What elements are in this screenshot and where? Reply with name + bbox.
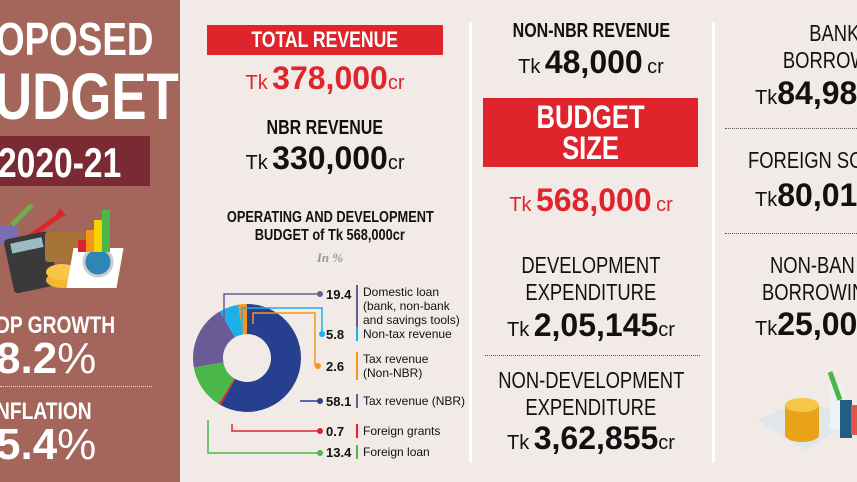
divider (485, 355, 700, 356)
coins-chart-illustration-icon (757, 371, 857, 450)
donut-chart (193, 291, 325, 456)
donut-slice-foreign-loan (193, 362, 235, 404)
bank-borrowing-label: BANKBORROWIN (782, 20, 857, 73)
chart-unit: In % (316, 250, 344, 265)
gdp-growth-label: DP GROWTH (0, 312, 116, 339)
title-line1: OPOSED (0, 13, 154, 65)
donut-slice-tax-revenue-nbr (220, 304, 301, 412)
foreign-source-label: FOREIGN SOU (748, 147, 857, 173)
non-bank-borrowing-value: Tk25,00 (755, 306, 857, 342)
chart-title: OPERATING AND DEVELOPMENT BUDGET of Tk 5… (226, 209, 434, 244)
development-expenditure-value: Tk 2,05,145cr (507, 307, 675, 343)
finance-illustration-icon (0, 203, 124, 294)
development-expenditure-label: DEVELOPMENT EXPENDITURE (521, 252, 661, 305)
inflation-value: 5.4% (0, 420, 97, 469)
leader-dot (317, 450, 323, 456)
title-line2: UDGET (0, 59, 179, 133)
leader-dot (317, 291, 323, 297)
foreign-source-value: Tk80,01 (755, 177, 857, 213)
divider (725, 233, 857, 234)
leader-dot (315, 363, 321, 369)
leader-dot (319, 331, 325, 337)
non-bank-borrowing-label: NON-BAN BORROWIN (762, 252, 857, 305)
column-divider (712, 22, 715, 462)
donut-slice-non-tax-revenue (219, 304, 244, 338)
non-nbr-revenue-label: NON-NBR REVENUE (512, 20, 670, 42)
nbr-revenue-value: Tk 330,000cr (245, 140, 405, 176)
total-revenue-value: Tk 378,000cr (245, 60, 405, 96)
bank-borrowing-value: Tk84,98 (755, 75, 857, 111)
budget-size-label: BUDGET SIZE (483, 98, 698, 167)
column-divider (469, 22, 472, 462)
leader-dot (317, 398, 323, 404)
gdp-growth-value: 8.2% (0, 334, 97, 383)
non-development-expenditure-value: Tk 3,62,855cr (507, 420, 675, 456)
leader-dot (317, 428, 323, 434)
donut-slice-foreign-grants (218, 378, 236, 406)
non-nbr-revenue-value: Tk 48,000 cr (518, 44, 664, 80)
total-revenue-label: TOTAL REVENUE (207, 25, 443, 55)
budget-size-value: Tk 568,000 cr (509, 182, 673, 218)
nbr-revenue-label: NBR REVENUE (266, 117, 384, 139)
year-box: 2020-21 (0, 136, 150, 186)
divider (0, 386, 152, 387)
non-development-expenditure-label: NON-DEVELOPMENT EXPENDITURE (497, 367, 685, 420)
inflation-label: NFLATION (0, 398, 92, 425)
left-panel: OPOSED UDGET 2020-21 DP GROWTH 8.2% NFLA… (0, 0, 180, 482)
year: 2020-21 (0, 139, 122, 186)
divider (725, 128, 857, 129)
